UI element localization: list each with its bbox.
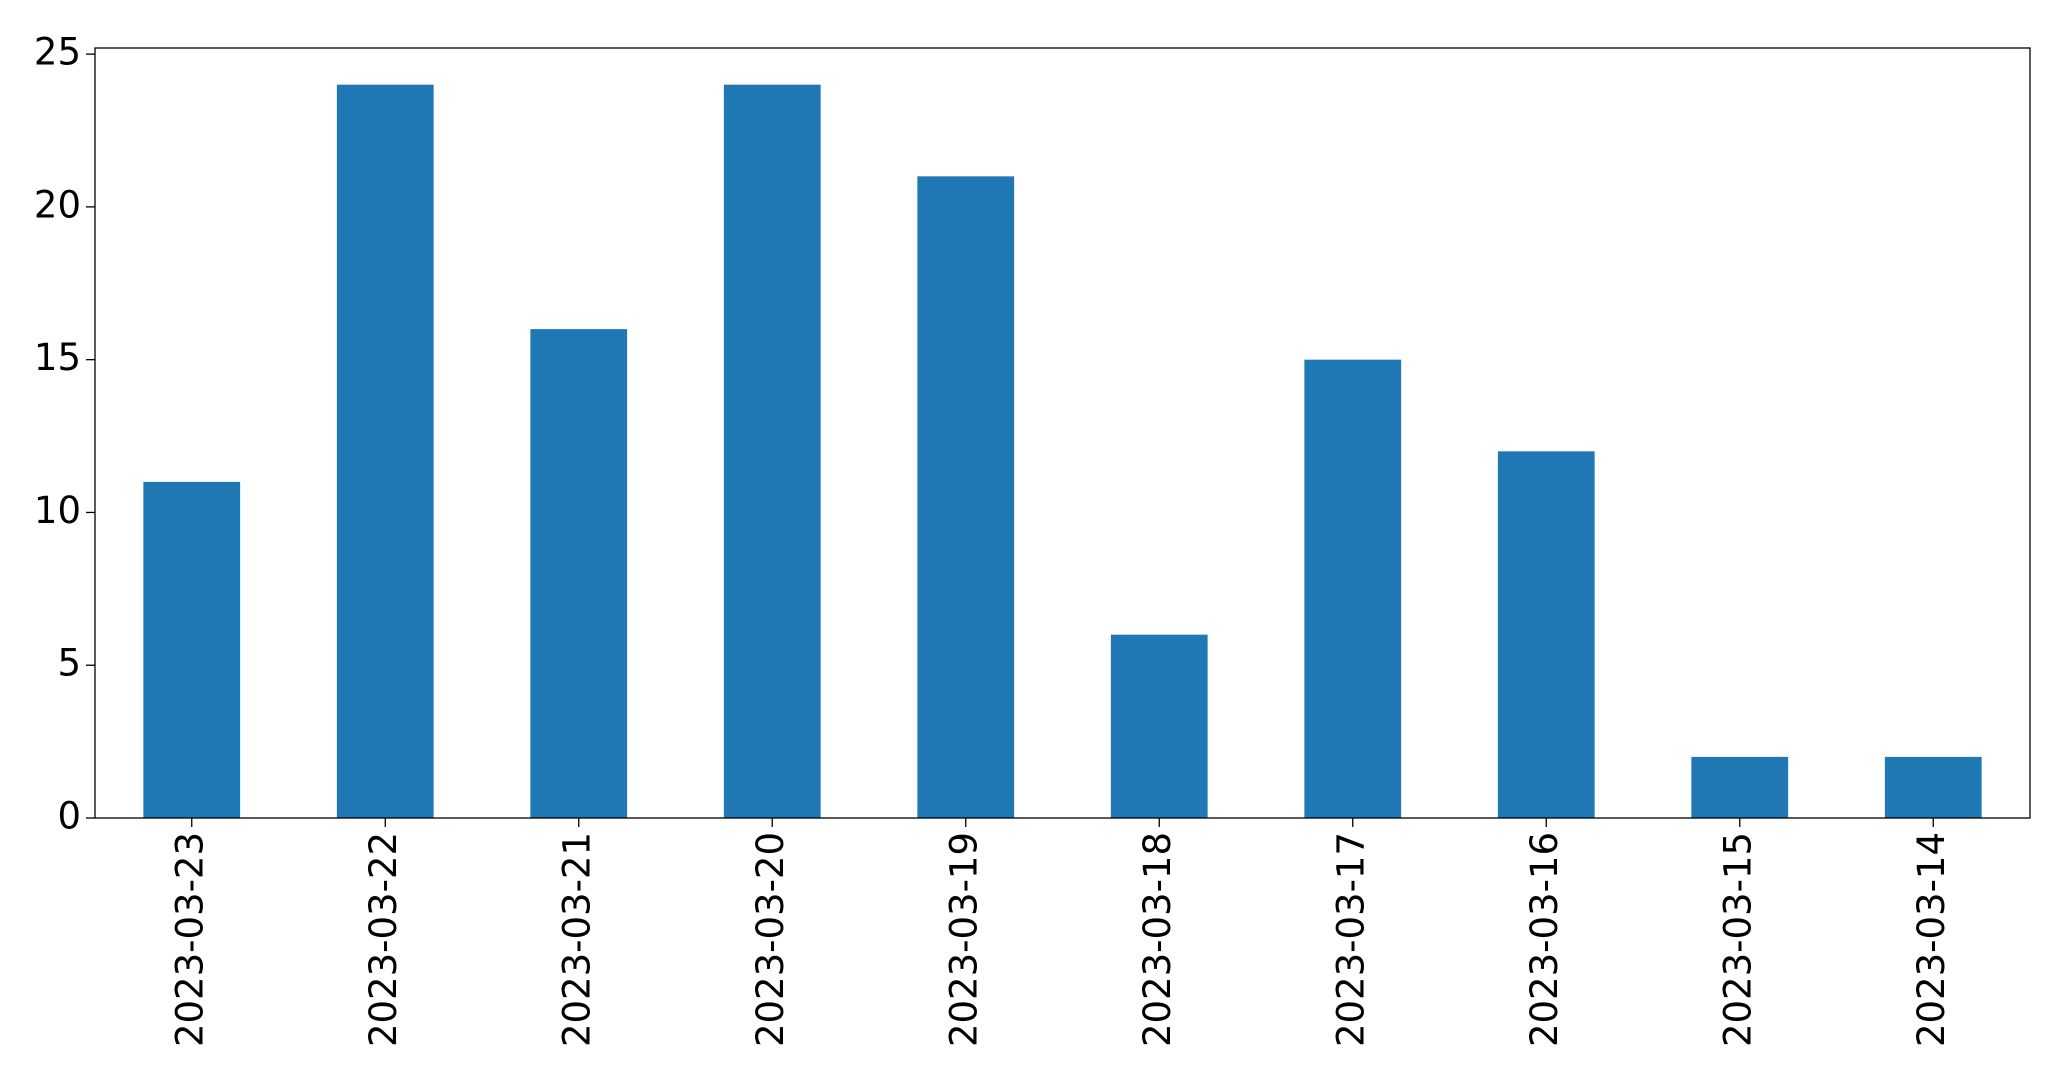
bar — [1497, 451, 1595, 818]
x-tick-label: 2023-03-14 — [1910, 832, 1953, 1047]
y-tick-label: 10 — [34, 489, 81, 532]
y-tick-label: 0 — [57, 795, 81, 838]
plot-frame — [94, 47, 2031, 819]
bar — [143, 481, 241, 818]
y-tick-label: 25 — [34, 31, 81, 74]
x-tick-label: 2023-03-18 — [1136, 832, 1179, 1047]
bar — [1691, 756, 1789, 818]
y-tick-label: 15 — [34, 336, 81, 379]
x-tick-label: 2023-03-22 — [362, 832, 405, 1047]
x-tick-label: 2023-03-16 — [1523, 832, 1566, 1047]
x-tick-label: 2023-03-19 — [942, 832, 985, 1047]
bar — [336, 84, 434, 818]
x-tick-label: 2023-03-20 — [749, 832, 792, 1047]
bar — [1304, 359, 1402, 818]
y-tick-label: 20 — [34, 183, 81, 226]
bar — [723, 84, 821, 818]
bar — [530, 329, 628, 818]
x-tick-label: 2023-03-15 — [1716, 832, 1759, 1047]
x-tick-label: 2023-03-17 — [1329, 832, 1372, 1047]
x-tick-label: 2023-03-21 — [555, 832, 598, 1047]
y-tick-label: 5 — [57, 642, 81, 685]
bar — [1884, 756, 1982, 818]
bar — [917, 176, 1015, 819]
x-tick-label: 2023-03-23 — [168, 832, 211, 1047]
bar — [1110, 634, 1208, 818]
